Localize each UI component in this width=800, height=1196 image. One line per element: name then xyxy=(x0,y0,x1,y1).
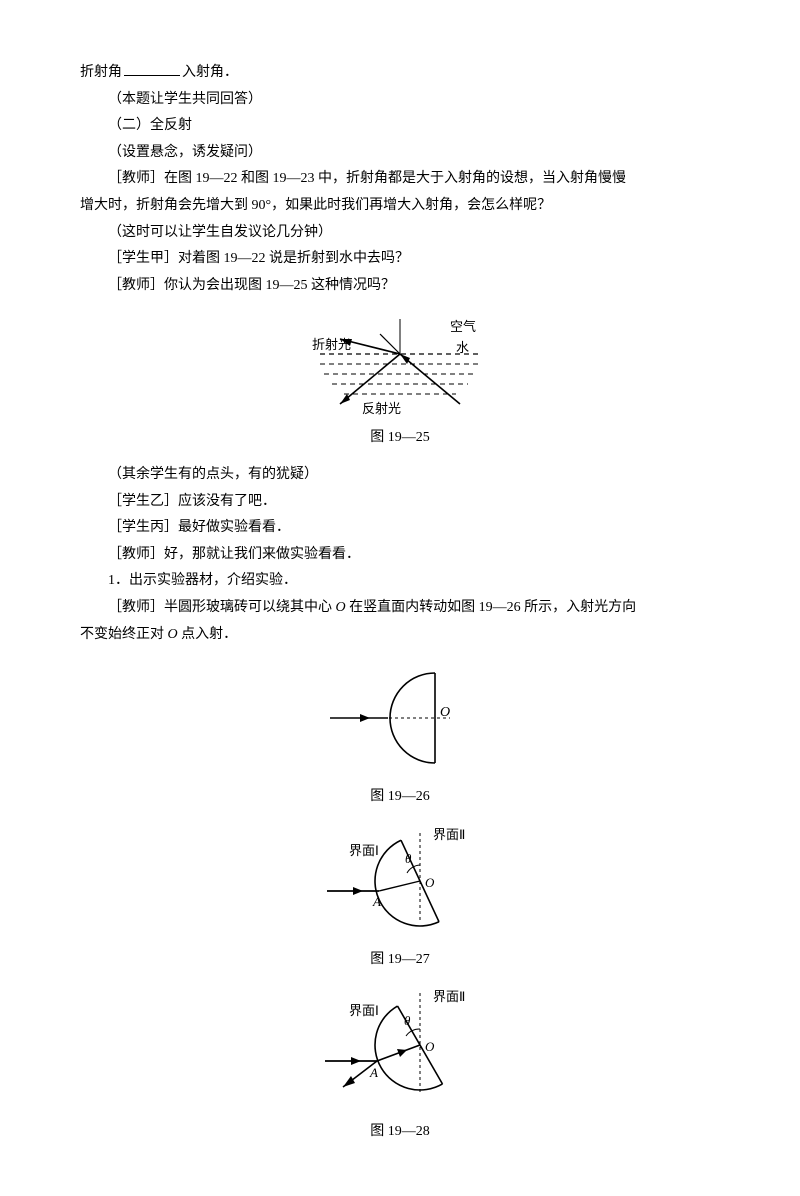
text: （二）全反射 xyxy=(108,118,192,133)
text: ［教师］好，那就让我们来做实验看看． xyxy=(108,547,360,562)
text: 入射角． xyxy=(182,65,238,80)
label-reflect: 反射光 xyxy=(362,401,401,416)
fig28-svg: 界面Ⅰ 界面Ⅱ A O θ xyxy=(315,983,485,1113)
var-O: O xyxy=(168,627,178,642)
var-O: O xyxy=(336,600,346,615)
line-5: ［教师］在图 19—22 和图 19—23 中，折射角都是大于入射角的设想，当入… xyxy=(80,166,720,193)
text: （本题让学生共同回答） xyxy=(108,92,262,107)
figure-19-25: 空气 水 折射光 反射光 xyxy=(80,309,720,419)
line-1: 折射角 入射角． xyxy=(80,60,720,87)
label-s2: 界面Ⅱ xyxy=(433,827,465,842)
text: （其余学生有的点头，有的犹疑） xyxy=(108,467,318,482)
text: ［教师］在图 19—22 和图 19—23 中，折射角都是大于入射角的设想，当入… xyxy=(108,171,626,186)
fill-blank xyxy=(124,61,180,76)
label-O: O xyxy=(440,705,450,720)
label-theta: θ xyxy=(404,1013,411,1028)
text: 点入射． xyxy=(178,627,238,642)
text: （设置悬念，诱发疑问） xyxy=(108,145,262,160)
label-refract: 折射光 xyxy=(312,337,351,352)
text: 折射角 xyxy=(80,65,122,80)
label-s2: 界面Ⅱ xyxy=(433,989,465,1004)
label-theta: θ xyxy=(405,851,412,866)
page: 折射角 入射角． （本题让学生共同回答） （二）全反射 （设置悬念，诱发疑问） ［… xyxy=(0,0,800,1196)
fig26-svg: O xyxy=(320,658,480,778)
line-7: （这时可以让学生自发议论几分钟） xyxy=(80,220,720,247)
line-14: 1．出示实验器材，介绍实验． xyxy=(80,568,720,595)
label-O: O xyxy=(425,1039,435,1054)
line-6: 增大时，折射角会先增大到 90°，如果此时我们再增大入射角，会怎么样呢？ xyxy=(80,193,720,220)
text: 增大时，折射角会先增大到 90°，如果此时我们再增大入射角，会怎么样呢？ xyxy=(80,198,551,213)
text: 不变始终正对 xyxy=(80,627,168,642)
text: ［学生乙］应该没有了吧． xyxy=(108,494,276,509)
label-s1: 界面Ⅰ xyxy=(349,1003,379,1018)
label-A: A xyxy=(372,894,381,909)
line-2: （本题让学生共同回答） xyxy=(80,87,720,114)
line-3: （二）全反射 xyxy=(80,113,720,140)
line-12: ［学生丙］最好做实验看看． xyxy=(80,515,720,542)
line-15: ［教师］半圆形玻璃砖可以绕其中心 O 在竖直面内转动如图 19—26 所示，入射… xyxy=(80,595,720,622)
text: ［学生丙］最好做实验看看． xyxy=(108,520,290,535)
text: 在竖直面内转动如图 19—26 所示，入射光方向 xyxy=(346,600,637,615)
label-water: 水 xyxy=(456,340,469,355)
caption-26: 图 19—26 xyxy=(80,784,720,811)
line-4: （设置悬念，诱发疑问） xyxy=(80,140,720,167)
label-O: O xyxy=(425,875,435,890)
fig25-svg: 空气 水 折射光 反射光 xyxy=(310,309,490,419)
line-10: （其余学生有的点头，有的犹疑） xyxy=(80,462,720,489)
text: ［学生甲］对着图 19—22 说是折射到水中去吗？ xyxy=(108,251,409,266)
figure-19-28: 界面Ⅰ 界面Ⅱ A O θ xyxy=(80,983,720,1113)
label-air: 空气 xyxy=(450,319,476,334)
caption-25: 图 19—25 xyxy=(80,425,720,452)
line-13: ［教师］好，那就让我们来做实验看看． xyxy=(80,542,720,569)
line-16: 不变始终正对 O 点入射． xyxy=(80,622,720,649)
line-11: ［学生乙］应该没有了吧． xyxy=(80,489,720,516)
caption-27: 图 19—27 xyxy=(80,947,720,974)
figure-19-26: O xyxy=(80,658,720,778)
line-9: ［教师］你认为会出现图 19—25 这种情况吗？ xyxy=(80,273,720,300)
text: 1．出示实验器材，介绍实验． xyxy=(108,573,297,588)
line-8: ［学生甲］对着图 19—22 说是折射到水中去吗？ xyxy=(80,246,720,273)
text: ［教师］半圆形玻璃砖可以绕其中心 xyxy=(108,600,336,615)
fig27-svg: 界面Ⅰ 界面Ⅱ A O θ xyxy=(315,821,485,941)
figure-19-27: 界面Ⅰ 界面Ⅱ A O θ xyxy=(80,821,720,941)
label-s1: 界面Ⅰ xyxy=(349,843,379,858)
label-A: A xyxy=(369,1065,378,1080)
caption-28: 图 19—28 xyxy=(80,1119,720,1146)
text: （这时可以让学生自发议论几分钟） xyxy=(108,225,332,240)
text: ［教师］你认为会出现图 19—25 这种情况吗？ xyxy=(108,278,395,293)
